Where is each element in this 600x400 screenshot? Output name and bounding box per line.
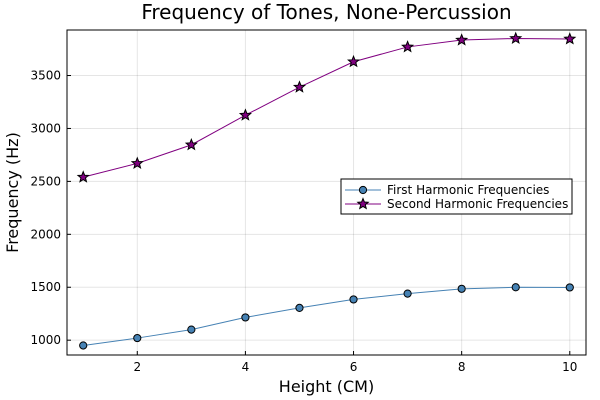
data-point: [563, 32, 577, 45]
data-point: [184, 138, 198, 151]
data-point: [347, 54, 361, 68]
data-point: [295, 303, 304, 312]
plot-frame: [66, 29, 587, 356]
legend-label: Second Harmonic Frequencies: [387, 197, 568, 211]
data-point: [241, 313, 250, 322]
data-point: [403, 289, 412, 298]
legend-marker: [356, 197, 370, 210]
series-line: [83, 37, 570, 178]
data-point: [509, 31, 523, 45]
data-point: [238, 108, 252, 121]
y-tick-label: 2500: [30, 174, 61, 188]
x-tick-label: 6: [350, 360, 358, 374]
data-point: [401, 40, 415, 53]
data-point: [455, 33, 469, 46]
data-point: [76, 170, 90, 183]
x-tick-label: 10: [562, 360, 577, 374]
y-tick-label: 3500: [30, 69, 61, 83]
series-2: [76, 31, 577, 183]
y-tick-label: 1000: [30, 333, 61, 347]
legend-label: First Harmonic Frequencies: [387, 183, 549, 197]
data-point: [187, 325, 196, 334]
data-point: [79, 341, 88, 350]
series-1: [79, 283, 574, 350]
y-tick-label: 1500: [30, 280, 61, 294]
y-tick-label: 2000: [30, 227, 61, 241]
legend-box: [340, 178, 573, 215]
chart-title: Frequency of Tones, None-Percussion: [141, 0, 511, 24]
x-tick-label: 2: [133, 360, 141, 374]
ticks: 2 4 6 8 10 1000 1500 2000 2500 3000 3500: [30, 69, 577, 374]
x-tick-label: 4: [242, 360, 250, 374]
data-point: [133, 333, 142, 343]
x-axis-label: Height (CM): [279, 377, 374, 396]
series-line: [83, 286, 570, 346]
data-point: [511, 283, 520, 292]
y-tick-label: 3000: [30, 121, 61, 135]
y-axis-label: Frequency (Hz): [3, 132, 22, 253]
x-tick-label: 8: [458, 360, 466, 374]
legend-item: First Harmonic Frequencies: [345, 183, 549, 197]
data-point: [565, 283, 574, 292]
data-point: [457, 284, 466, 293]
legend-item: Second Harmonic Frequencies: [345, 197, 568, 211]
series: [76, 31, 577, 350]
data-point: [349, 295, 358, 304]
data-point: [292, 80, 306, 93]
legend-marker: [358, 185, 368, 195]
data-point: [130, 156, 144, 169]
